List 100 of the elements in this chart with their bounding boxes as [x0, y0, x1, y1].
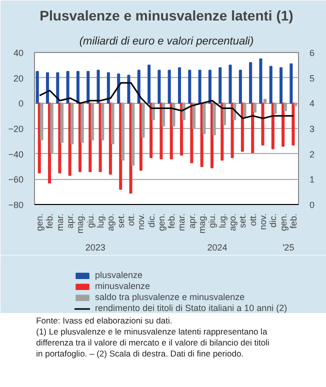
y2-tick-label: 4 [310, 98, 315, 109]
bar [220, 102, 224, 161]
text: (1) Le plusvalenze e le minusvalenze latenti rappresentano la differenza tra il valore di mercato e il valore di bilancio dei titoli in portafoglio. – (2) Scala di destra. Dati di fine periodo. [36, 326, 270, 358]
bar [129, 102, 132, 194]
line-series [38, 82, 294, 120]
x-tick-label: ago. [106, 213, 116, 232]
bar [137, 70, 140, 104]
x-tick-label: gen. [278, 213, 288, 232]
bar [88, 102, 92, 172]
y-tick-label: 20 [13, 73, 24, 84]
bar [66, 71, 70, 104]
x-tick-label: lug. [96, 213, 106, 228]
y2-tick-label: 0 [310, 200, 315, 210]
chart-subtitle: (miliardi di euro e valori percentuali) [79, 36, 254, 48]
y-tick-label: −80 [8, 200, 24, 210]
bar [160, 102, 163, 160]
bar [292, 102, 295, 146]
bar [228, 64, 232, 104]
bar [111, 102, 114, 144]
x-tick-label: gen. [34, 213, 45, 232]
bar [198, 70, 202, 104]
bar [100, 102, 104, 140]
bar [284, 102, 287, 112]
x-tick-label: dic. [146, 213, 156, 228]
x-tick-label: lug. [217, 213, 228, 228]
bar [208, 70, 212, 104]
bar [148, 64, 151, 104]
x-tick-label: apr. [186, 213, 197, 229]
x-tick-label: mag. [197, 213, 208, 234]
bar [253, 102, 256, 113]
bar [280, 67, 283, 104]
bar [86, 71, 90, 104]
y2-tick-label: 2 [310, 149, 315, 160]
bar [249, 62, 252, 104]
bar [70, 102, 74, 144]
bar [127, 74, 130, 104]
bar [96, 70, 100, 104]
bar [80, 102, 84, 143]
bar [50, 102, 54, 154]
bar [142, 102, 145, 138]
bar [218, 67, 222, 104]
bar [188, 70, 192, 104]
bar [168, 70, 171, 104]
bar [259, 58, 262, 104]
chart-title: Plusvalenze e minusvalenze latenti (1) [40, 8, 294, 24]
bar [178, 67, 182, 104]
bar [40, 102, 44, 140]
y-tick-label: −40 [8, 149, 24, 160]
x-tick-label: ago. [228, 213, 238, 232]
bar [90, 102, 94, 140]
bar [60, 102, 64, 143]
bar [36, 71, 39, 104]
bar [158, 70, 161, 104]
bar [152, 102, 155, 120]
bar [238, 70, 242, 104]
bar [131, 102, 135, 166]
bar [282, 102, 285, 147]
x-tick-label: mag. [75, 213, 86, 234]
legend-label: saldo tra plusvalenze e minusvalenze [95, 292, 245, 302]
bar [261, 102, 264, 146]
x-tick-label: giu. [207, 213, 218, 228]
x-tick-label: apr. [65, 213, 76, 229]
x-tick-label: feb. [288, 213, 298, 229]
x-tick-label: dic. [268, 213, 278, 228]
y-tick-label: 40 [13, 48, 24, 58]
bar [274, 102, 277, 114]
legend-label: plusvalenze [95, 270, 143, 280]
bar [121, 102, 124, 161]
bar [76, 71, 80, 104]
bar [190, 102, 194, 164]
x-tick-label: gen. [156, 213, 166, 232]
x-tick-label: giu. [85, 213, 96, 228]
bar [46, 72, 50, 104]
bar [263, 98, 267, 104]
bar [56, 72, 60, 104]
y2-tick-label: 3 [310, 124, 315, 134]
legend-label: rendimento dei titoli di Stato italiani a 10 anni (2) [95, 303, 288, 313]
x-tick-label: ott. [248, 213, 258, 226]
x-tick-label: mar. [54, 213, 65, 232]
y2-tick-label: 1 [310, 174, 315, 185]
y-tick-label: 0 [18, 98, 24, 109]
x-tick-label: nov. [258, 214, 268, 230]
bar [290, 63, 293, 104]
legend-label: minusvalenze [95, 281, 150, 291]
bar [243, 102, 246, 118]
y2-tick-label: 5 [310, 73, 315, 84]
text: 2023 [85, 242, 106, 252]
bar [212, 102, 216, 136]
x-tick-label: mar. [176, 213, 187, 232]
x-tick-label: set. [116, 213, 126, 228]
x-tick-label: ott. [126, 213, 136, 226]
x-tick-label: nov. [136, 214, 146, 230]
y-tick-label: −60 [8, 174, 24, 185]
bar [202, 102, 206, 134]
x-tick-label: feb. [166, 213, 177, 229]
x-tick-label: set. [238, 213, 248, 228]
text: 2024 [207, 242, 228, 252]
bar [106, 72, 110, 104]
x-tick-label: feb. [44, 213, 55, 229]
source-note: Fonte: Ivass ed elaborazioni su dati. [36, 316, 172, 326]
